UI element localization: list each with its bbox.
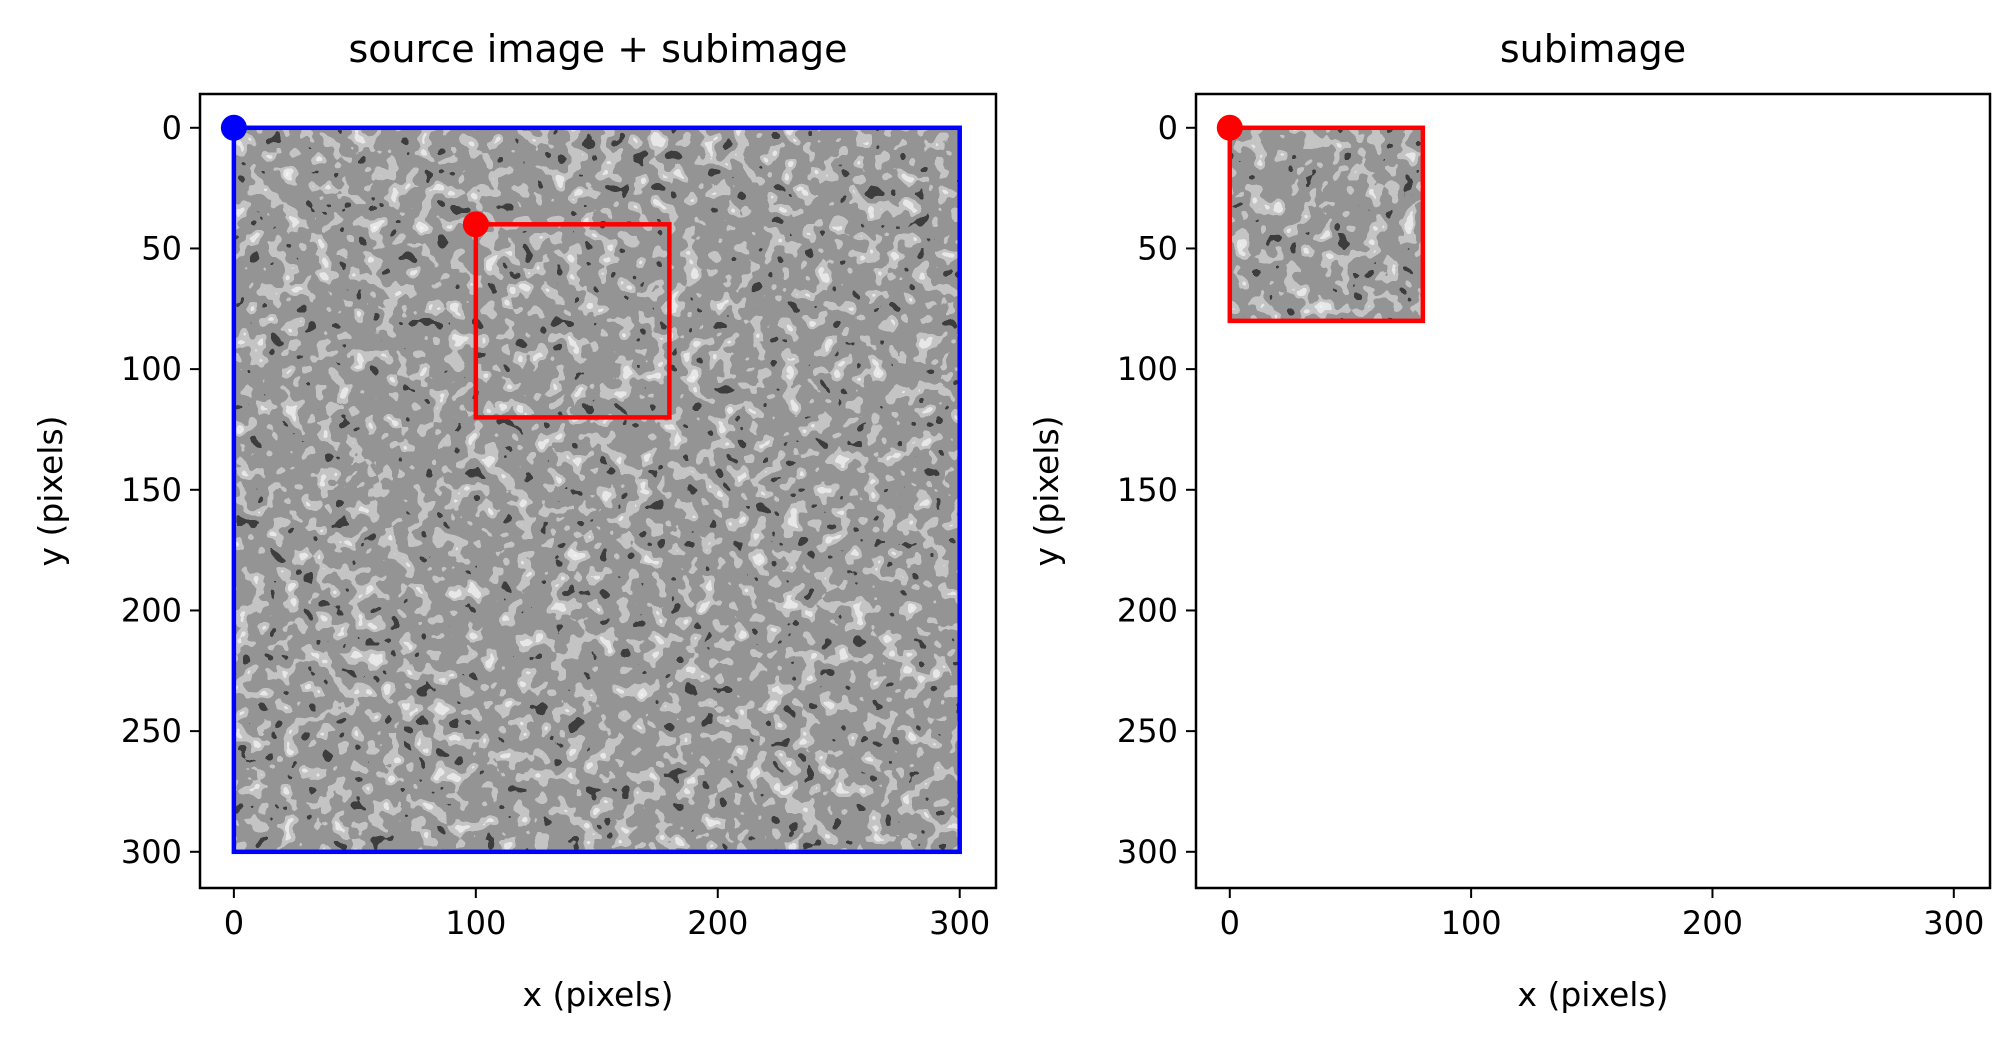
panel-subimage: subimage 0 100 200 300 0 50 100 150 200 250 300 x… <box>1027 27 1992 1014</box>
y-tick-label: 50 <box>1137 229 1178 267</box>
x-tick-label: 200 <box>1682 904 1743 942</box>
y-tick-label: 150 <box>1117 471 1178 509</box>
x-tick-label: 300 <box>1923 904 1984 942</box>
x-axis-label: x (pixels) <box>1517 975 1668 1014</box>
image-pixels <box>233 127 960 852</box>
chart-title: source image + subimage <box>349 27 848 71</box>
y-tick-label: 0 <box>162 109 182 147</box>
outline-rect-1 <box>473 222 672 420</box>
x-axis-ticks: 0 100 200 300 <box>1220 888 1984 942</box>
y-axis-label: y (pixels) <box>31 415 70 566</box>
y-axis-ticks: 0 50 100 150 200 250 300 <box>121 109 200 871</box>
axes-frame <box>198 92 998 890</box>
y-tick-label: 250 <box>121 712 182 750</box>
corner-point-0 <box>1216 114 1243 141</box>
outline-rect-0 <box>231 125 962 855</box>
y-tick-label: 250 <box>1117 712 1178 750</box>
y-tick-label: 300 <box>1117 833 1178 871</box>
x-axis-label: x (pixels) <box>522 975 673 1014</box>
corner-point-0 <box>220 114 247 141</box>
panel-source-image: source image + subimage 0 100 200 300 0 50 10… <box>31 27 998 1014</box>
y-tick-label: 0 <box>1158 109 1178 147</box>
overlay-marks <box>1216 114 1426 324</box>
y-tick-label: 150 <box>121 471 182 509</box>
x-axis-ticks: 0 100 200 300 <box>224 888 990 942</box>
y-tick-label: 200 <box>1117 591 1178 629</box>
overlay-marks <box>220 114 962 855</box>
chart-title: subimage <box>1500 27 1686 71</box>
axes-frame <box>1194 92 1992 890</box>
y-tick-label: 200 <box>121 591 182 629</box>
y-tick-label: 100 <box>1117 350 1178 388</box>
x-tick-label: 200 <box>687 904 748 942</box>
x-tick-label: 0 <box>1220 904 1240 942</box>
x-tick-label: 100 <box>1441 904 1502 942</box>
subimage <box>1229 127 1423 321</box>
image-pixels <box>1229 127 1423 321</box>
y-tick-label: 300 <box>121 833 182 871</box>
corner-point-1 <box>462 211 489 238</box>
y-tick-label: 100 <box>121 350 182 388</box>
x-tick-label: 0 <box>224 904 244 942</box>
y-axis-label: y (pixels) <box>1027 415 1066 566</box>
source-image <box>233 127 960 852</box>
y-axis-ticks: 0 50 100 150 200 250 300 <box>1117 109 1196 871</box>
x-tick-label: 300 <box>929 904 990 942</box>
x-tick-label: 100 <box>445 904 506 942</box>
y-tick-label: 50 <box>141 229 182 267</box>
outline-rect-0 <box>1227 125 1426 324</box>
